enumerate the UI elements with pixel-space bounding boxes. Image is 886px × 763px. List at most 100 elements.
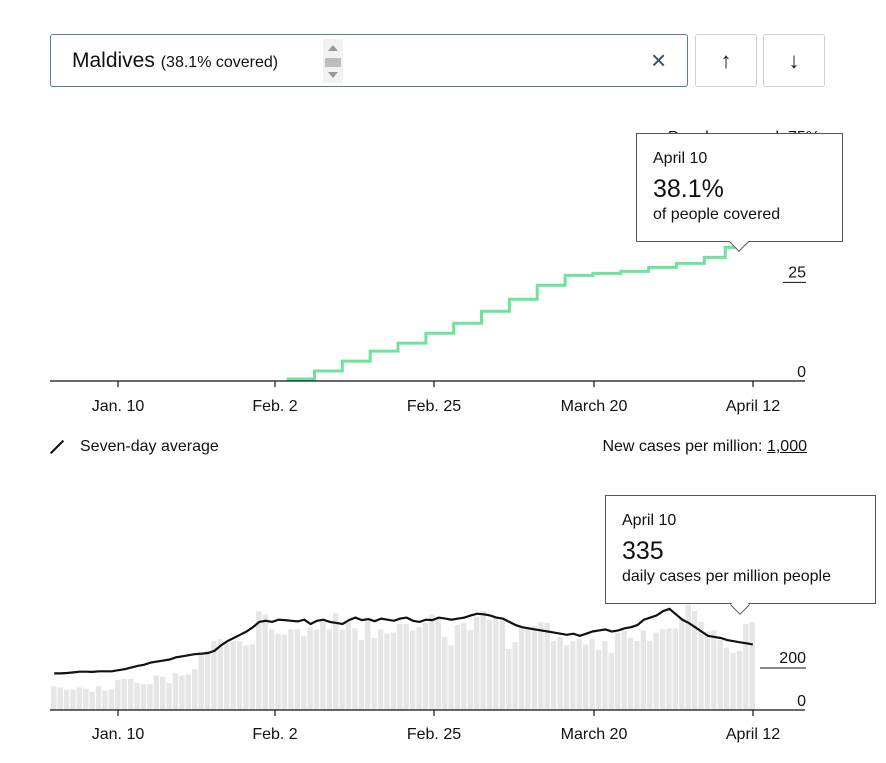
daily-cases-bar	[70, 689, 76, 710]
selected-country: Maldives (38.1% covered)	[72, 49, 279, 72]
daily-cases-bar	[723, 647, 730, 710]
daily-cases-bar	[704, 631, 711, 710]
daily-cases-bar	[313, 629, 320, 710]
x-tick-label: Feb. 25	[407, 726, 461, 743]
daily-cases-bar	[506, 648, 512, 710]
daily-cases-bar	[300, 635, 307, 710]
daily-cases-bar	[108, 689, 115, 710]
daily-cases-bar	[115, 679, 121, 710]
daily-cases-bar	[730, 653, 736, 710]
daily-cases-bar	[595, 649, 602, 710]
daily-cases-bar	[672, 628, 679, 710]
daily-cases-bar	[518, 628, 525, 710]
daily-cases-bar	[480, 611, 486, 710]
daily-cases-bar	[185, 674, 191, 710]
daily-cases-bar	[211, 641, 217, 710]
daily-cases-bar	[416, 627, 422, 710]
daily-cases-bar	[256, 611, 262, 710]
daily-cases-bar	[262, 614, 268, 710]
daily-cases-bar	[454, 625, 461, 710]
daily-cases-bar	[172, 673, 179, 710]
daily-cases-bar	[333, 613, 339, 711]
daily-cases-bar	[435, 618, 441, 710]
daily-cases-bar	[236, 641, 243, 710]
daily-cases-bar	[538, 621, 544, 710]
daily-cases-bar	[339, 629, 345, 710]
daily-cases-bar	[544, 622, 550, 710]
daily-cases-bar	[461, 622, 467, 710]
daily-cases-bar	[666, 628, 672, 710]
x-tick-label: Feb. 2	[252, 726, 297, 743]
daily-cases-bar	[268, 629, 275, 710]
scroll-down-icon[interactable]	[328, 72, 338, 78]
tooltip-value: 335	[622, 537, 664, 565]
daily-cases-bar	[749, 621, 755, 710]
next-country-button[interactable]: ↓	[763, 34, 825, 87]
daily-cases-bar	[217, 639, 224, 710]
daily-cases-bar	[358, 640, 365, 710]
daily-cases-bar	[422, 622, 429, 710]
legend-label: Seven-day average	[80, 438, 219, 455]
country-selector[interactable]: Maldives (38.1% covered) ×	[50, 34, 688, 87]
cases-unit-value: 1,000	[766, 438, 807, 455]
daily-cases-bar	[352, 628, 358, 710]
daily-cases-bar	[134, 683, 140, 710]
tooltip-description: daily cases per million people	[622, 568, 831, 585]
daily-cases-bar	[51, 686, 57, 710]
legend-line-icon	[49, 439, 65, 455]
daily-cases-bar	[147, 684, 153, 710]
x-tick-label: April 12	[726, 726, 780, 743]
daily-cases-bar	[121, 678, 127, 710]
daily-cases-bar	[525, 628, 531, 710]
daily-cases-bar	[127, 678, 134, 710]
y-tick-label: 0	[797, 364, 806, 381]
daily-cases-bar	[576, 639, 582, 710]
daily-cases-bar	[409, 630, 416, 710]
daily-cases-bar	[63, 689, 70, 710]
daily-cases-bar	[102, 690, 108, 710]
daily-cases-bar	[499, 619, 506, 710]
daily-cases-bar	[83, 688, 89, 710]
y-tick-label: 25	[788, 264, 806, 281]
daily-cases-bar	[159, 676, 166, 710]
daily-cases-bar	[307, 627, 313, 710]
daily-cases-bar	[627, 638, 634, 710]
daily-cases-bar	[429, 614, 435, 710]
daily-cases-bar	[512, 642, 518, 710]
tooltip-description: of people covered	[653, 206, 781, 223]
coverage-label: (38.1% covered)	[160, 54, 279, 71]
tooltip-date: April 10	[622, 512, 677, 529]
people-covered-line	[286, 227, 763, 381]
daily-cases-bar	[76, 687, 83, 710]
daily-cases-bar	[640, 630, 647, 710]
daily-cases-bar	[441, 636, 448, 710]
daily-cases-bar	[326, 629, 332, 710]
daily-cases-bar	[294, 629, 300, 710]
daily-cases-bar	[563, 645, 570, 710]
daily-cases-bar	[493, 616, 499, 710]
daily-cases-bar	[608, 653, 614, 710]
daily-cases-bar	[685, 604, 691, 710]
previous-country-button[interactable]: ↑	[695, 34, 757, 87]
cases-tooltip: April 10 335 daily cases per million peo…	[605, 495, 876, 604]
close-icon[interactable]: ×	[651, 45, 667, 75]
daily-cases-bar	[698, 621, 704, 710]
y-tick-label: 200	[779, 650, 806, 667]
tooltip-value: 38.1%	[653, 175, 724, 203]
daily-cases-bar	[486, 619, 493, 710]
selector-scrollbar[interactable]	[323, 39, 343, 83]
daily-cases-bar	[230, 641, 236, 710]
coverage-tooltip: April 10 38.1% of people covered	[636, 133, 843, 242]
tooltip-date: April 10	[653, 150, 708, 167]
scroll-up-icon[interactable]	[328, 45, 338, 51]
daily-cases-bar	[717, 640, 723, 710]
daily-cases-bar	[531, 626, 538, 710]
x-tick-label: March 20	[561, 398, 628, 415]
daily-cases-bar	[153, 675, 159, 710]
daily-cases-bar	[192, 669, 198, 710]
daily-cases-bar	[621, 630, 627, 710]
daily-cases-bar	[474, 616, 480, 710]
scroll-thumb[interactable]	[325, 58, 341, 67]
x-tick-label: March 20	[561, 726, 628, 743]
daily-cases-bar	[95, 686, 102, 710]
